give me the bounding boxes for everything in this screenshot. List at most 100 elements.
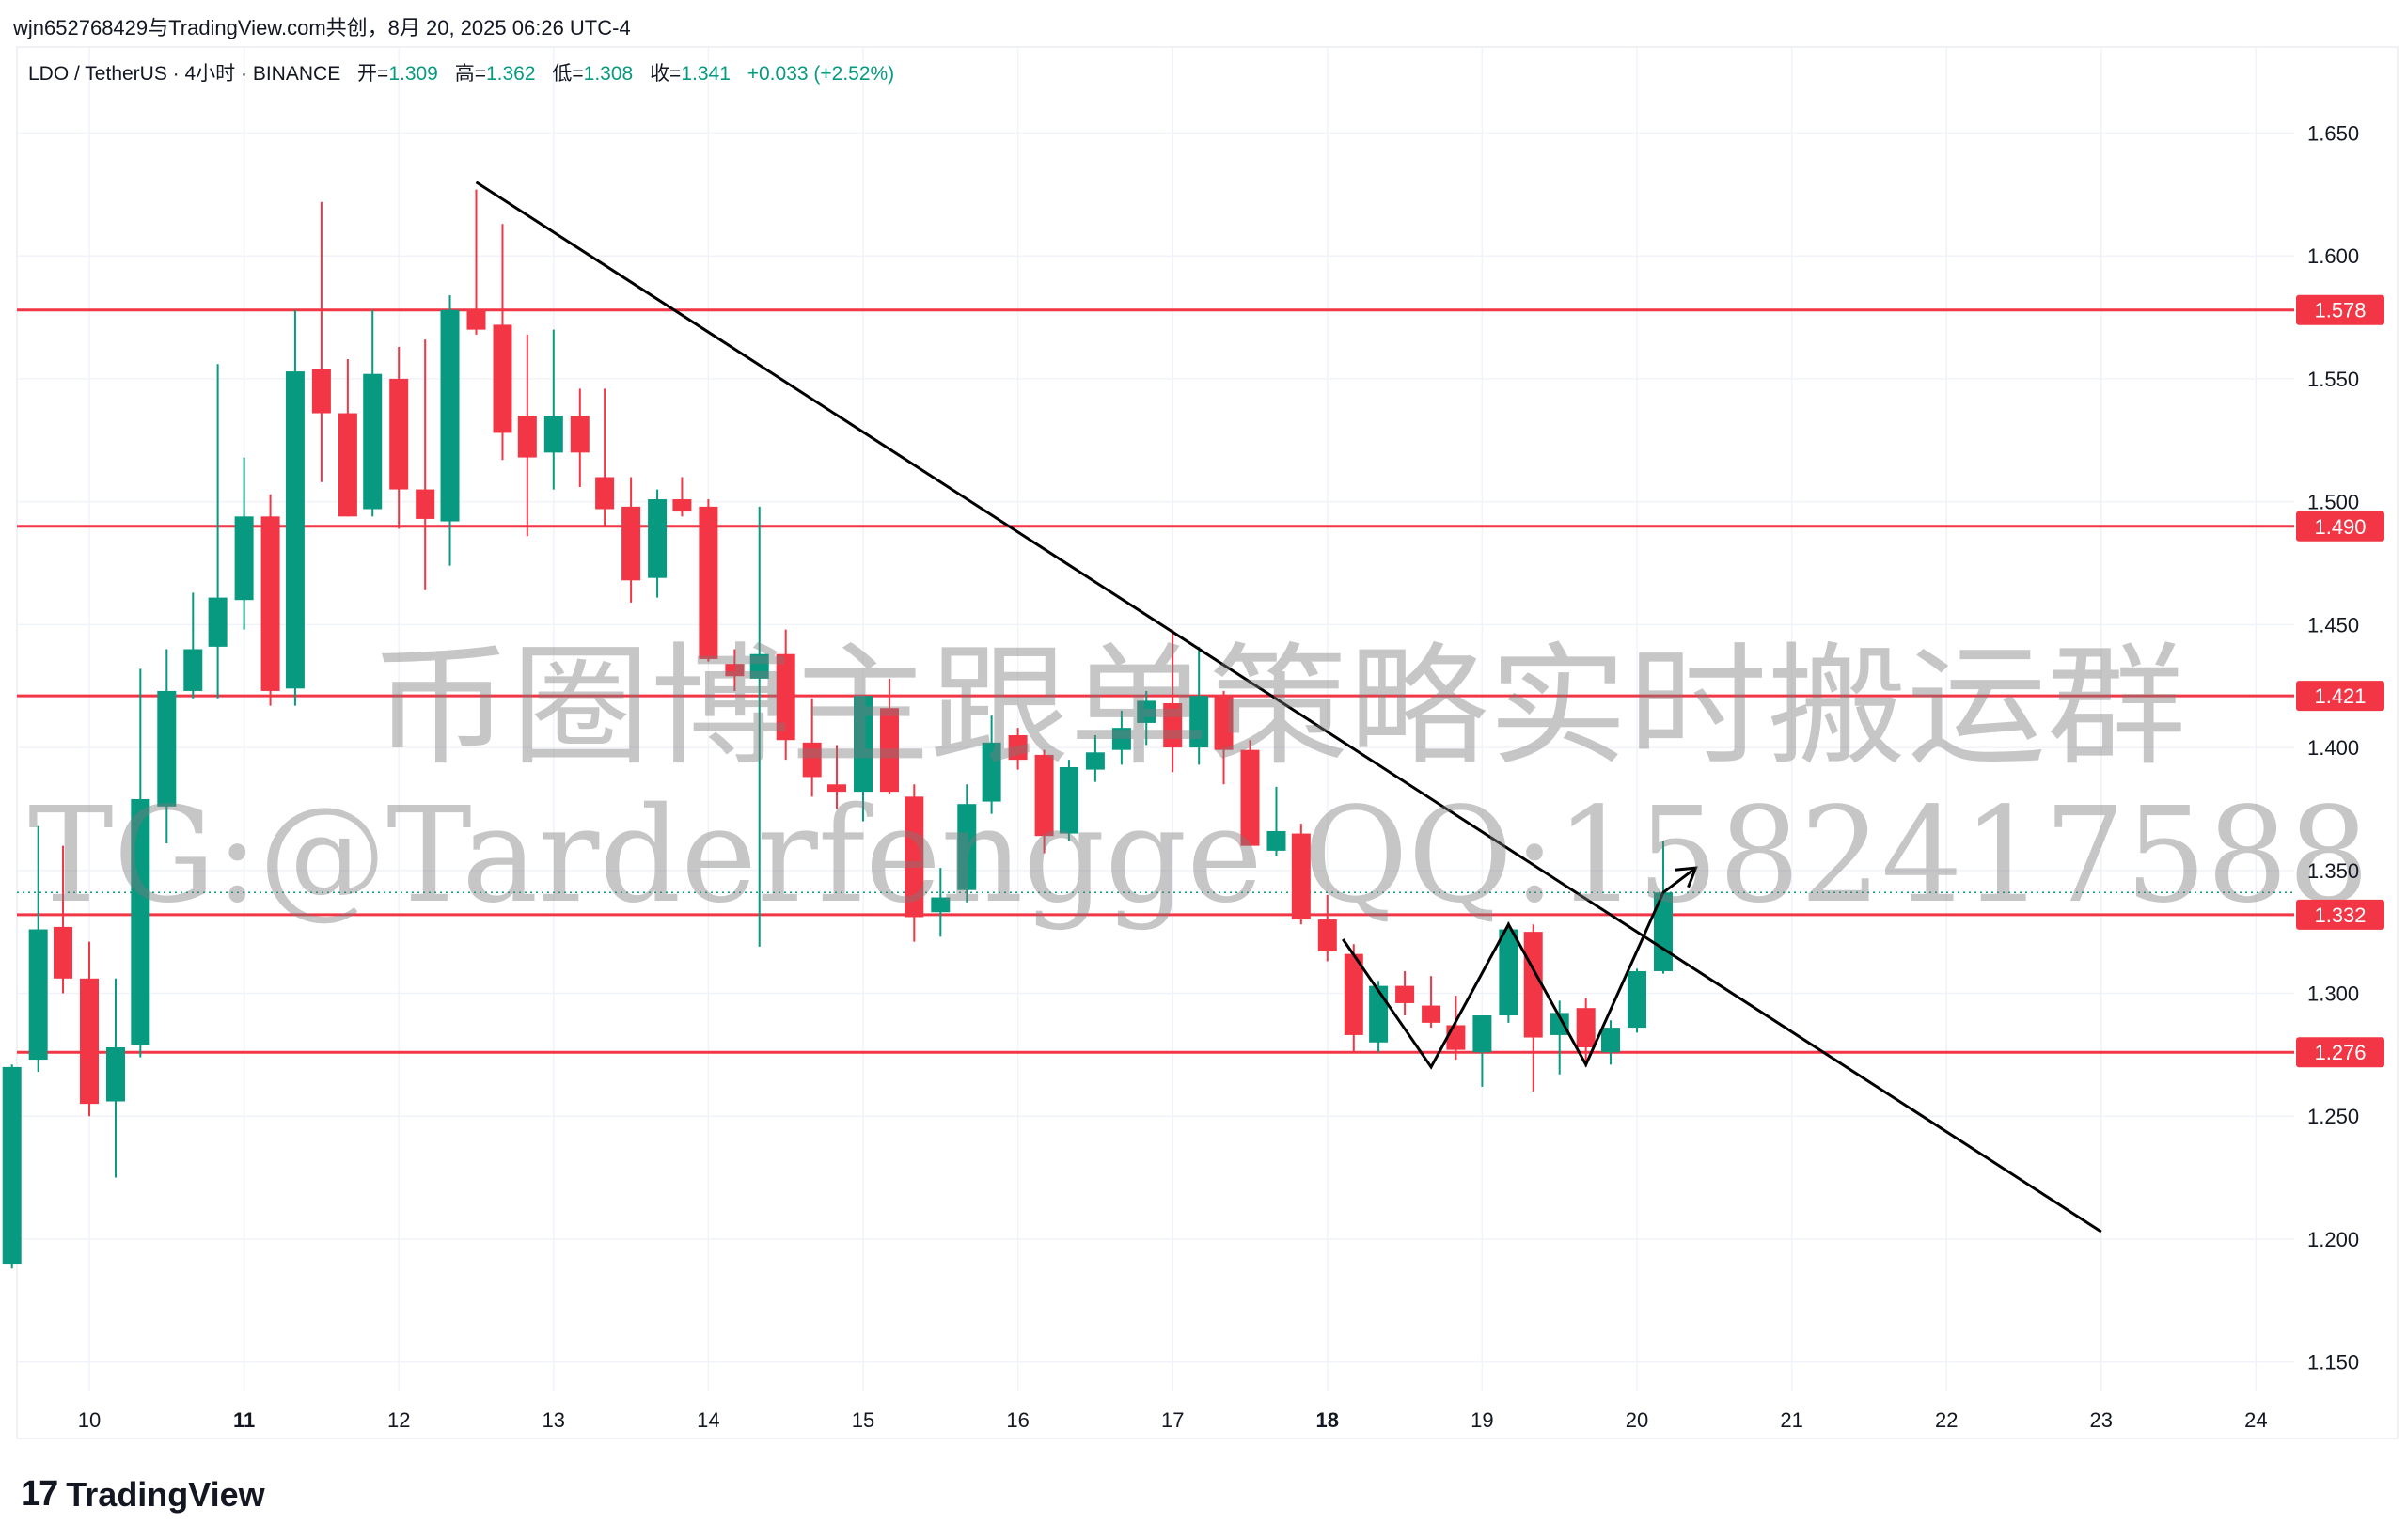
candle-up[interactable] <box>1266 786 1286 856</box>
candle-down[interactable] <box>1422 976 1441 1029</box>
symbol-title[interactable]: LDO / TetherUS · 4小时 · BINANCE <box>28 63 341 85</box>
candle-down[interactable] <box>570 388 590 487</box>
candle-up[interactable] <box>285 309 305 706</box>
candle-down[interactable] <box>621 477 641 603</box>
candle-up[interactable] <box>105 978 125 1178</box>
candle-down[interactable] <box>802 698 822 797</box>
candle-body <box>1034 754 1054 837</box>
candle-down[interactable] <box>389 346 409 529</box>
candle-up[interactable] <box>1472 1015 1492 1087</box>
candle-down[interactable] <box>1395 970 1415 1016</box>
candle-up[interactable] <box>1059 760 1078 841</box>
candle-up[interactable] <box>648 489 668 598</box>
time-tick-label: 10 <box>78 1408 101 1432</box>
candle-body <box>957 804 977 890</box>
candle-up[interactable] <box>982 715 1001 814</box>
level-price-tag <box>2296 511 2384 542</box>
candle-up[interactable] <box>1137 690 1156 746</box>
level-price-label: 1.421 <box>2314 684 2366 708</box>
candle-up[interactable] <box>1085 734 1105 782</box>
candle-body <box>1189 696 1209 748</box>
candle-up[interactable] <box>957 784 977 903</box>
candle-up[interactable] <box>1601 1020 1621 1065</box>
time-tick-label: 16 <box>1006 1408 1029 1432</box>
candle-down[interactable] <box>699 499 718 662</box>
candle-body <box>311 369 331 414</box>
time-tick-label: 11 <box>233 1408 255 1432</box>
zigzag-arrow-head <box>1675 866 1698 888</box>
candle-down[interactable] <box>1214 690 1234 785</box>
drawings <box>475 181 2102 1234</box>
candle-down[interactable] <box>493 224 512 461</box>
candles[interactable] <box>2 189 1673 1269</box>
candle-down[interactable] <box>80 941 99 1117</box>
price-tick-label: 1.550 <box>2307 368 2359 391</box>
candle-up[interactable] <box>749 506 769 947</box>
level-price-tag <box>2296 899 2384 930</box>
price-tick-label: 1.250 <box>2307 1105 2359 1128</box>
candle-down[interactable] <box>905 784 924 942</box>
candle-up[interactable] <box>1499 921 1518 1023</box>
candle-up[interactable] <box>234 457 254 630</box>
candle-down[interactable] <box>595 388 615 526</box>
candle-up[interactable] <box>1111 710 1131 765</box>
candle-down[interactable] <box>466 189 486 335</box>
open-value: 1.309 <box>388 63 438 85</box>
candle-down[interactable] <box>1034 749 1054 854</box>
candle-up[interactable] <box>1189 646 1209 765</box>
candle-body <box>1008 734 1028 761</box>
level-price-label: 1.490 <box>2314 515 2366 539</box>
candle-down[interactable] <box>54 845 73 994</box>
candle-down[interactable] <box>1008 728 1028 770</box>
candle-up[interactable] <box>543 329 563 490</box>
candle-down[interactable] <box>725 649 745 691</box>
candle-up[interactable] <box>157 649 177 844</box>
candle-up[interactable] <box>131 668 150 1058</box>
candle-up[interactable] <box>1628 968 1646 1033</box>
candle-down[interactable] <box>827 745 847 809</box>
time-tick-label: 18 <box>1316 1408 1339 1432</box>
candle-up[interactable] <box>208 364 228 699</box>
candle-body <box>389 378 409 490</box>
candle-down[interactable] <box>311 201 331 482</box>
candle-down[interactable] <box>517 334 537 537</box>
candle-body <box>105 1047 125 1102</box>
level-price-tag <box>2296 294 2384 325</box>
candle-up[interactable] <box>28 825 48 1073</box>
candle-down[interactable] <box>776 629 795 761</box>
candle-body <box>208 597 228 647</box>
candle-down[interactable] <box>260 494 280 706</box>
candle-body <box>725 664 745 677</box>
candle-up[interactable] <box>363 309 383 517</box>
candle-body <box>699 506 718 659</box>
candle-down[interactable] <box>1344 944 1363 1053</box>
candle-up[interactable] <box>183 592 203 699</box>
candle-body <box>260 516 280 691</box>
candle-down[interactable] <box>672 477 692 517</box>
time-axis[interactable]: 10 11 12 13 14 15 16 17 18 19 20 21 22 23 24 <box>78 1408 2268 1432</box>
candle-down[interactable] <box>1576 998 1596 1067</box>
candle-down[interactable] <box>338 359 357 517</box>
price-tick-label: 1.450 <box>2307 613 2359 636</box>
tradingview-logo[interactable]: 17 TradingView <box>21 1474 265 1515</box>
candle-body <box>1266 830 1286 851</box>
candle-down[interactable] <box>1291 824 1311 925</box>
candle-body <box>1472 1015 1492 1053</box>
candle-body <box>905 796 924 918</box>
candle-up[interactable] <box>1550 1000 1569 1075</box>
change-value: +0.033 (+2.52%) <box>747 63 895 85</box>
candle-down[interactable] <box>1163 629 1183 773</box>
candle-body <box>1085 752 1105 770</box>
candle-up[interactable] <box>854 696 873 822</box>
candle-body <box>1344 953 1363 1035</box>
candle-down[interactable] <box>879 678 899 794</box>
candle-body <box>80 978 99 1105</box>
candle-down[interactable] <box>416 339 435 590</box>
candle-up[interactable] <box>440 295 460 566</box>
candle-down[interactable] <box>1317 894 1337 962</box>
candle-up[interactable] <box>931 868 951 937</box>
price-axis[interactable]: 1.650 1.600 1.550 1.500 1.450 1.400 1.350 1.300… <box>2296 121 2384 1375</box>
candle-up[interactable] <box>2 1064 22 1269</box>
candle-down[interactable] <box>1240 740 1260 846</box>
